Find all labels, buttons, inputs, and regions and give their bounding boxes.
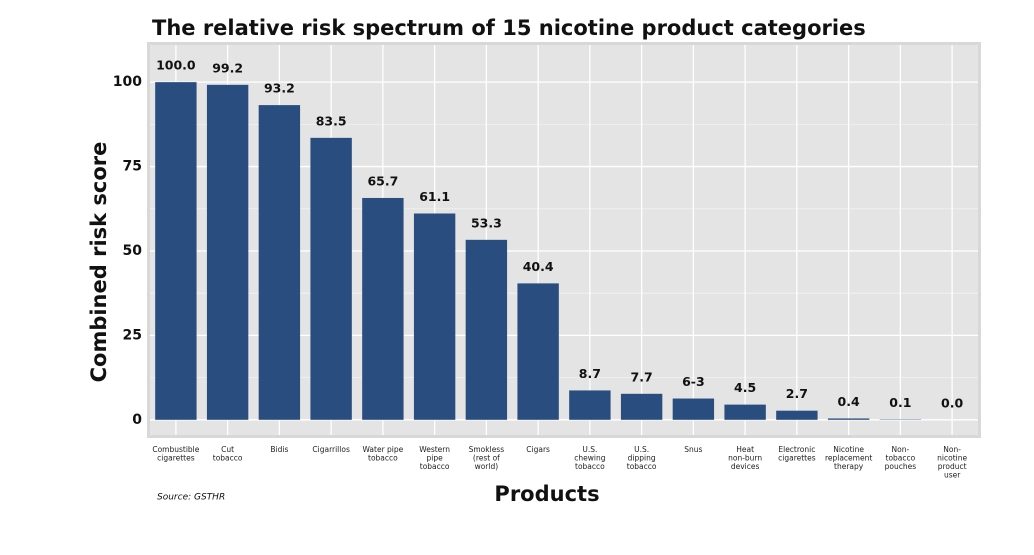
- bar: [724, 404, 766, 420]
- x-tick-label: Heat non-burn devices: [728, 445, 762, 471]
- bar: [362, 197, 404, 420]
- source-note: Source: GSTHR: [157, 493, 225, 503]
- bar: [776, 410, 818, 420]
- x-tick-label: Water pipe tobacco: [362, 445, 403, 463]
- bar: [206, 84, 249, 420]
- bar: [155, 82, 197, 420]
- x-tick-label: Cigarrillos: [312, 445, 350, 454]
- x-tick-label: Nicotine replacement therapy: [825, 445, 872, 471]
- data-label: 6-3: [682, 374, 705, 389]
- bar: [258, 105, 301, 420]
- data-label: 99.2: [212, 60, 243, 75]
- data-label: 0.4: [838, 394, 860, 409]
- x-tick-label: Non-nicotine product user: [937, 445, 967, 480]
- data-label: 40.4: [523, 259, 554, 274]
- data-label: 53.3: [471, 215, 502, 230]
- bar: [310, 137, 352, 420]
- x-axis-label: Products: [494, 482, 599, 506]
- x-tick-label: Western pipe tobacco: [419, 445, 450, 471]
- data-label: 0.0: [941, 395, 963, 410]
- x-tick-label: Snus: [684, 445, 702, 454]
- x-tick-label: Smokless (rest of world): [469, 445, 505, 471]
- x-tick-label: Non-tobacco pouches: [885, 445, 917, 471]
- data-label: 2.7: [786, 386, 808, 401]
- x-tick-label: U.S. dipping tobacco: [627, 445, 657, 471]
- bar: [827, 418, 870, 420]
- x-tick-label: U.S. chewing tobacco: [574, 445, 605, 471]
- data-label: 83.5: [316, 113, 347, 128]
- y-tick-label: 100: [113, 74, 142, 90]
- bar: [672, 398, 715, 420]
- chart-title: The relative risk spectrum of 15 nicotin…: [152, 16, 866, 40]
- y-tick-label: 75: [123, 159, 142, 175]
- bar: [465, 239, 508, 420]
- data-label: 61.1: [419, 189, 450, 204]
- x-tick-label: Bidis: [270, 445, 288, 454]
- y-tick-label: 25: [123, 327, 142, 343]
- y-tick-label: 50: [123, 243, 143, 259]
- data-label: 65.7: [367, 173, 398, 188]
- data-label: 93.2: [264, 81, 295, 96]
- data-label: 4.5: [734, 380, 756, 395]
- y-axis-label: Combined risk score: [87, 142, 111, 383]
- data-label: 0.1: [889, 395, 911, 410]
- bar: [517, 283, 559, 420]
- bar: [569, 390, 611, 420]
- x-tick-label: Cut tobacco: [213, 445, 243, 463]
- data-label: 8.7: [579, 366, 601, 381]
- data-label: 100.0: [156, 58, 196, 73]
- x-tick-label: Electronic cigarettes: [778, 445, 816, 463]
- data-label: 7.7: [631, 369, 653, 384]
- bar: [413, 213, 456, 420]
- bar: [620, 393, 663, 420]
- x-tick-label: Cigars: [526, 445, 550, 454]
- x-tick-label: Combustible cigarettes: [152, 445, 199, 463]
- y-tick-label: 0: [132, 412, 142, 428]
